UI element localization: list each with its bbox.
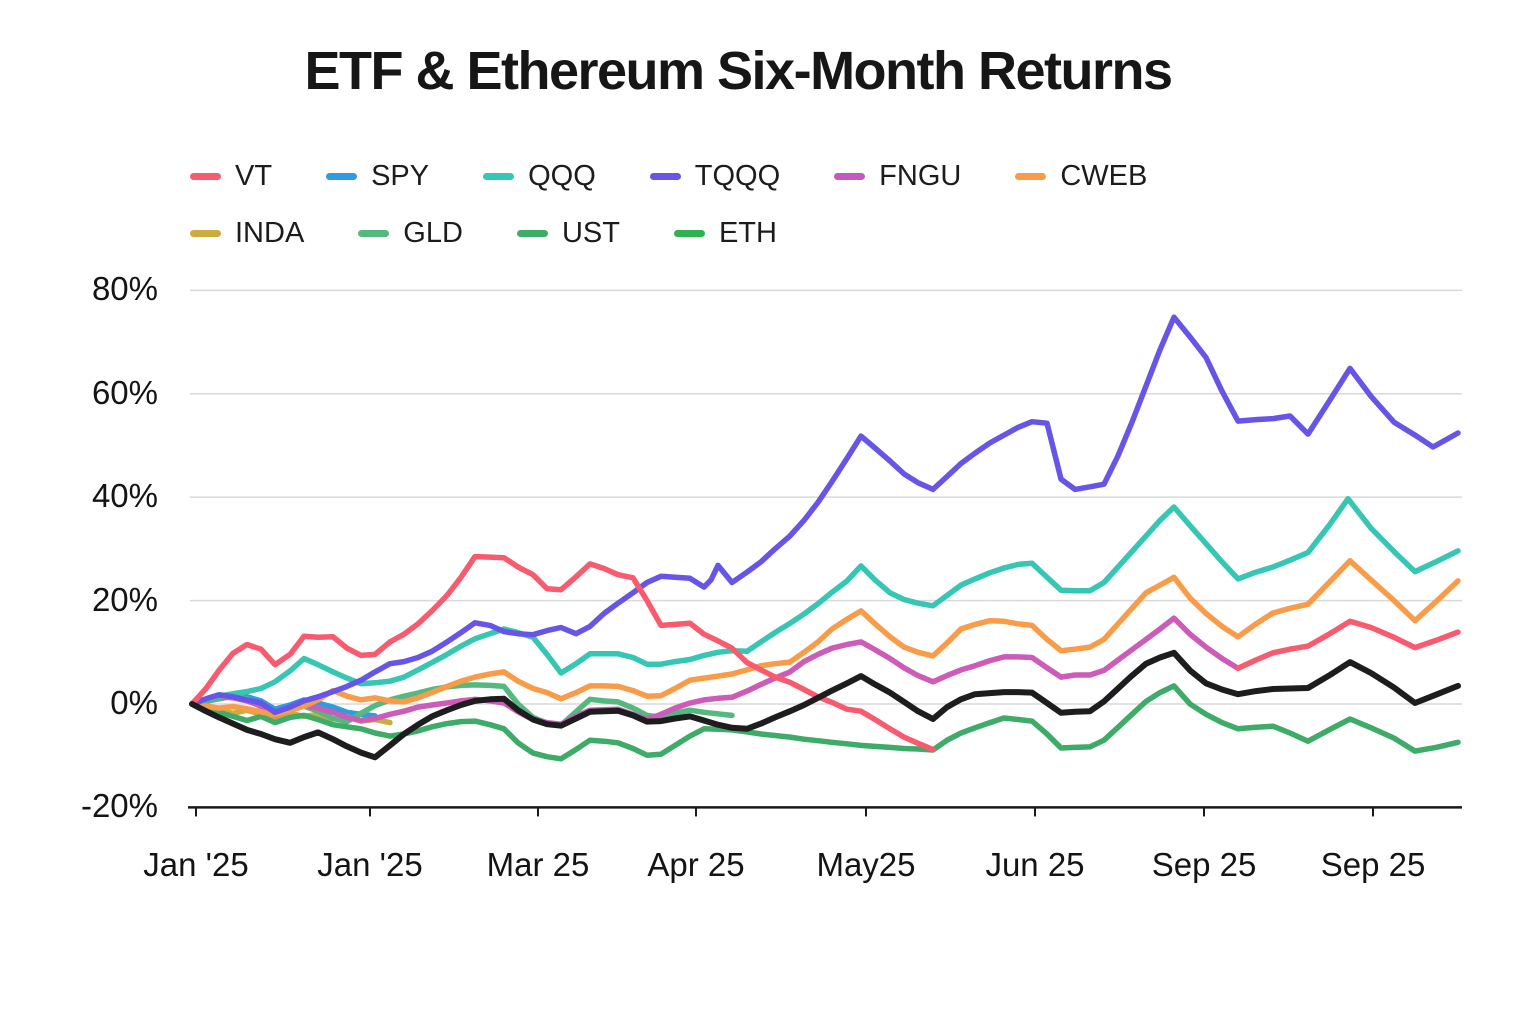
y-axis-label: 20% (91, 580, 158, 618)
series-line-VT (189, 553, 1461, 753)
x-axis-label: Sep 25 (1320, 846, 1426, 883)
x-axis-label: Sep 25 (1151, 846, 1257, 883)
legend-label: VT (235, 160, 273, 192)
series-line-QQQ (189, 495, 1461, 707)
legend-label: TQQQ (694, 160, 781, 192)
x-axis-label: Apr 25 (647, 846, 745, 883)
legend-label: GLD (403, 217, 463, 249)
series-line-FNGU (189, 615, 1241, 727)
legend-item-QQQ[interactable]: QQQ (483, 160, 596, 193)
legend-swatch-CWEB (1015, 173, 1047, 180)
legend-item-INDA[interactable]: INDA (190, 217, 304, 250)
legend-item-TQQQ[interactable]: TQQQ (649, 160, 781, 193)
legend-item-VT[interactable]: VT (190, 160, 272, 193)
legend-swatch-GLD (358, 230, 390, 237)
legend-swatch-VT (190, 173, 221, 180)
legend-label: SPY (371, 160, 430, 192)
legend-swatch-TQQQ (649, 173, 681, 180)
legend-row: INDA GLD UST ETH (190, 205, 1390, 262)
legend-swatch-ETH (673, 230, 705, 237)
legend-item-FNGU[interactable]: FNGU (834, 160, 961, 193)
legend-label: UST (561, 217, 620, 249)
legend-swatch-INDA (190, 230, 221, 237)
legend-row: VT SPY QQQ TQQQ FNGU CWEB (190, 148, 1390, 205)
x-axis-label: May25 (816, 846, 916, 883)
legend-swatch-SPY (326, 173, 358, 180)
y-axis-label: 80% (91, 270, 158, 308)
x-axis-label: Jan '25 (317, 846, 423, 883)
legend-item-CWEB[interactable]: CWEB (1015, 160, 1147, 193)
series-line-TQQQ (189, 314, 1461, 716)
legend-item-SPY[interactable]: SPY (326, 160, 429, 193)
legend-swatch-FNGU (834, 173, 866, 180)
legend-label: INDA (235, 217, 305, 249)
y-axis-label: 60% (91, 373, 158, 411)
legend-label: FNGU (879, 160, 962, 192)
legend-label: QQQ (528, 160, 596, 192)
y-axis-label: 0% (110, 684, 158, 721)
chart-title: ETF & Ethereum Six-Month Returns (304, 41, 1173, 101)
legend-item-UST[interactable]: UST (516, 217, 620, 250)
legend-label: CWEB (1060, 160, 1148, 192)
legend-swatch-QQQ (483, 173, 515, 180)
legend-label: ETH (718, 217, 777, 249)
series-line-CWEB (189, 558, 1461, 718)
chart-legend: VT SPY QQQ TQQQ FNGU CWEB INDA GLD UST ETH (190, 148, 1390, 262)
x-axis-label: Mar 25 (486, 846, 590, 883)
series-line-UST (189, 683, 1461, 762)
legend-item-GLD[interactable]: GLD (358, 217, 463, 250)
y-axis-label: 40% (91, 477, 158, 515)
y-axis-label: -20% (80, 787, 158, 825)
legend-item-ETH[interactable]: ETH (673, 217, 777, 250)
series-line-ETH (189, 649, 1461, 761)
legend-swatch-UST (516, 230, 548, 237)
x-axis-label: Jun 25 (985, 846, 1085, 883)
x-axis-label: Jan '25 (143, 846, 249, 883)
